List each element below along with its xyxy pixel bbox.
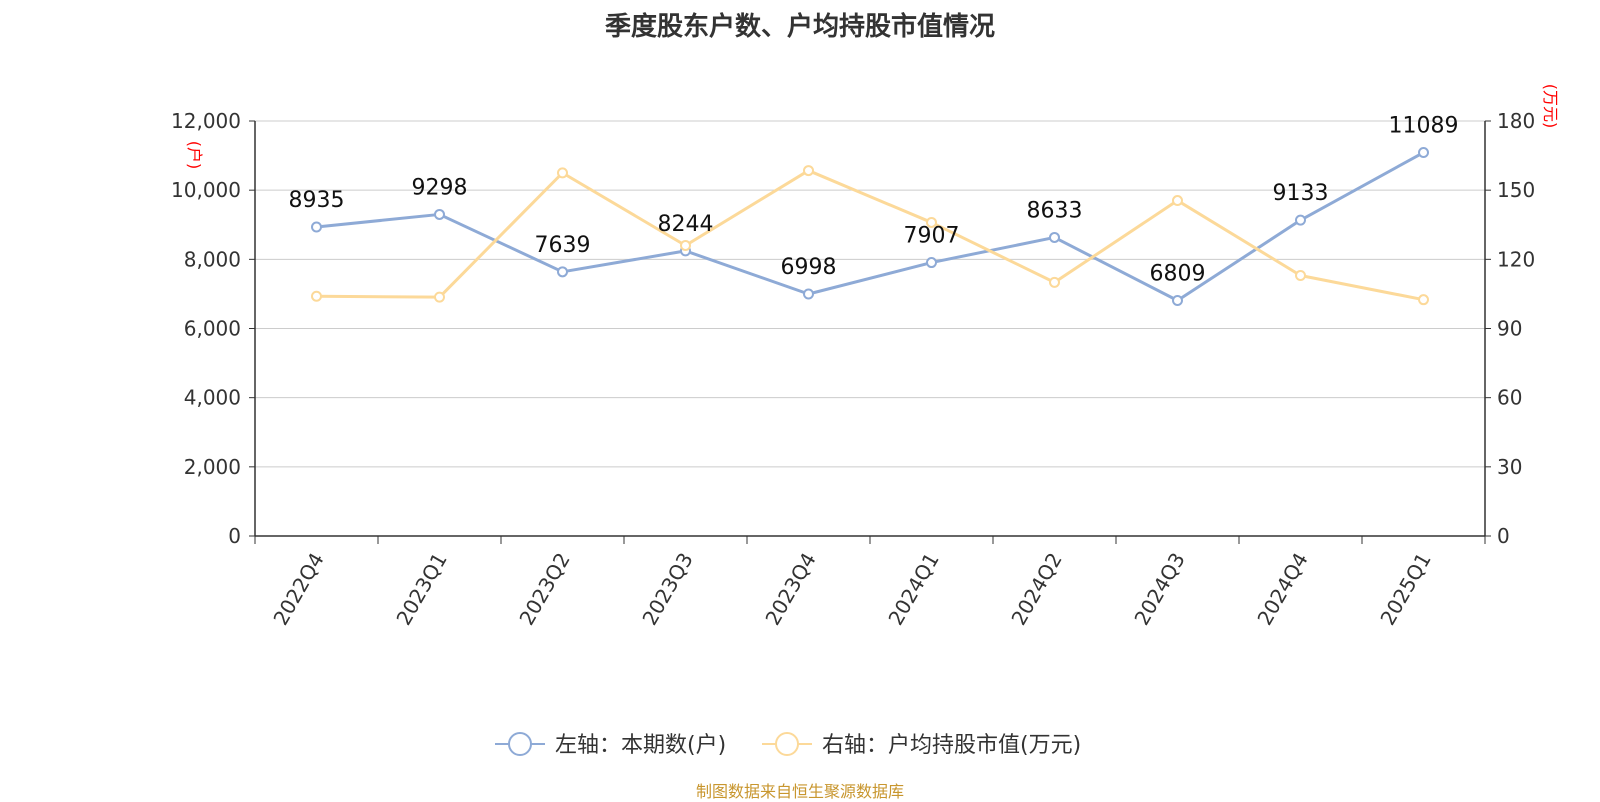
data-label: 6809 — [1150, 262, 1206, 287]
series-1-point — [1172, 295, 1183, 307]
data-label: 9133 — [1273, 181, 1329, 206]
right-tick-label: 30 — [1497, 455, 1522, 479]
right-tick-label: 60 — [1497, 386, 1522, 410]
series-2-point — [1295, 269, 1306, 281]
data-label: 8633 — [1027, 198, 1083, 223]
x-tick-label: 2023Q2 — [514, 549, 574, 630]
series-2-point — [434, 291, 445, 303]
left-tick-label: 12,000 — [171, 109, 241, 133]
right-tick-label: 90 — [1497, 317, 1522, 341]
right-tick-label: 0 — [1497, 524, 1510, 548]
x-tick-label: 2022Q4 — [268, 549, 328, 630]
legend-marker-1 — [508, 732, 532, 756]
series-1-point — [434, 208, 445, 220]
x-tick-label: 2024Q4 — [1252, 549, 1312, 630]
x-tick-label: 2024Q2 — [1006, 549, 1066, 630]
right-tick-label: 120 — [1497, 247, 1535, 271]
left-tick-label: 10,000 — [171, 178, 241, 202]
chart-title: 季度股东户数、户均持股市值情况 — [604, 12, 995, 42]
data-label: 11089 — [1389, 114, 1459, 139]
series-1-point — [803, 288, 814, 300]
series-1-point — [557, 266, 568, 278]
series-1-point — [926, 257, 937, 269]
source-note: 制图数据来自恒生聚源数据库 — [695, 782, 904, 801]
x-tick-label: 2023Q4 — [760, 549, 820, 630]
series-1-point — [1049, 231, 1060, 243]
x-tick-label: 2023Q3 — [637, 549, 697, 630]
series-line-2 — [316, 169, 1424, 302]
series-2-point — [311, 290, 322, 302]
data-label: 6998 — [781, 255, 837, 280]
series-1-point — [311, 221, 322, 233]
right-tick-label: 180 — [1497, 109, 1535, 133]
data-label: 8244 — [658, 212, 714, 237]
left-tick-label: 6,000 — [184, 317, 241, 341]
series-2-point — [680, 240, 691, 251]
series-2-point — [803, 165, 814, 177]
right-axis-unit: (万元) — [1541, 84, 1560, 129]
series-2-point — [1172, 195, 1183, 207]
left-tick-label: 8,000 — [184, 247, 241, 271]
series-2-point — [557, 167, 568, 179]
left-tick-label: 2,000 — [184, 455, 241, 479]
series-1-point — [1418, 147, 1429, 159]
series-2-point — [1418, 294, 1429, 306]
x-tick-label: 2023Q1 — [391, 549, 451, 630]
series-line-1 — [316, 151, 1425, 303]
left-axis-unit: (户) — [185, 141, 204, 170]
x-tick-label: 2024Q1 — [883, 549, 943, 630]
series-2-point — [926, 216, 937, 228]
series-2-point — [1049, 276, 1060, 288]
left-tick-label: 0 — [228, 524, 241, 548]
legend-marker-2 — [775, 732, 799, 756]
data-label: 7907 — [904, 224, 960, 249]
legend-label-1: 左轴：本期数(户) — [555, 733, 726, 758]
series-1-point — [1295, 214, 1306, 226]
data-label: 9298 — [412, 175, 468, 200]
x-tick-label: 2025Q1 — [1375, 549, 1435, 630]
legend-label-2: 右轴：户均持股市值(万元) — [822, 733, 1081, 758]
data-label: 8935 — [289, 188, 345, 213]
data-label: 7639 — [535, 233, 591, 258]
right-tick-label: 150 — [1497, 178, 1535, 202]
x-tick-label: 2024Q3 — [1129, 549, 1189, 630]
left-tick-label: 4,000 — [184, 386, 241, 410]
